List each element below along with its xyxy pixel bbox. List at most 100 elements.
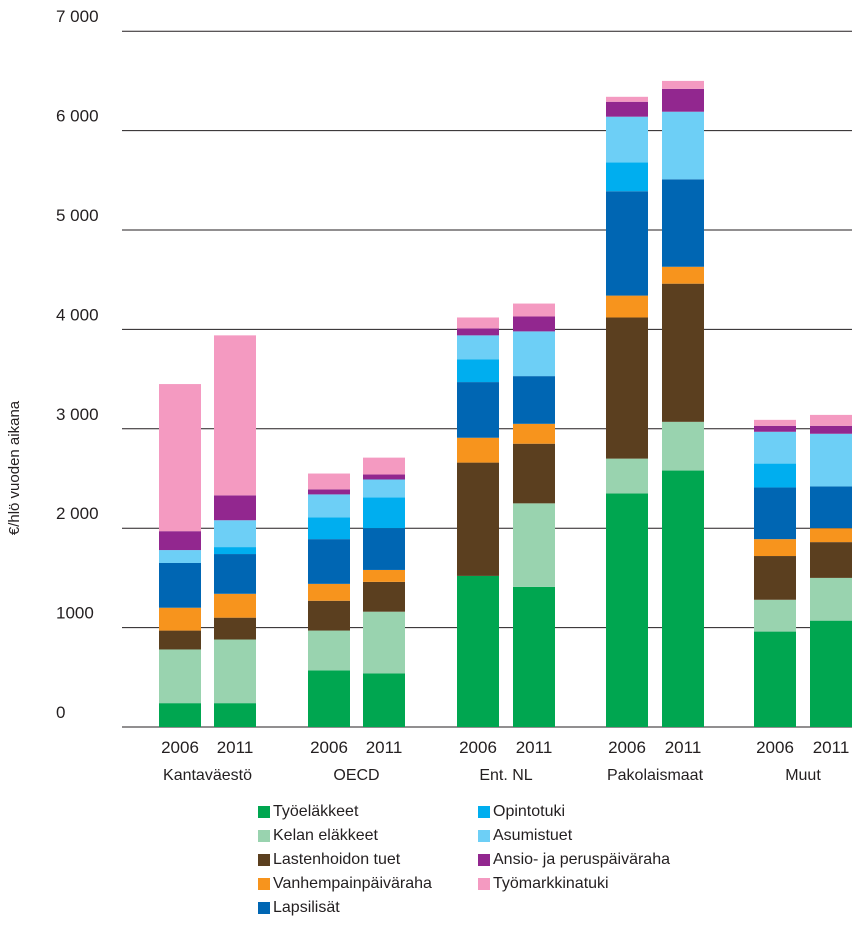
bar-segment-3-bar-8 (662, 283, 704, 422)
legend-swatch (258, 878, 270, 890)
x-year-label: 2011 (366, 738, 403, 757)
y-axis-label: €/hlö vuoden aikana (6, 400, 23, 535)
legend-label: Työeläkkeet (273, 803, 359, 820)
x-year-label: 2006 (459, 738, 497, 757)
x-year-label: 2006 (161, 738, 199, 757)
bar-segment-7-bar-1 (159, 550, 201, 563)
x-year-label: 2011 (516, 738, 553, 757)
bar-segment-4-bar-5 (457, 437, 499, 463)
bar-segment-8-bar-9 (754, 425, 796, 432)
bar-segment-4-bar-7 (606, 295, 648, 318)
legend-label: Vanhempainpäiväraha (273, 875, 432, 892)
x-year-label: 2011 (217, 738, 254, 757)
bar-segment-7-bar-10 (810, 433, 852, 487)
bar-segment-6-bar-9 (754, 463, 796, 488)
bar-segment-9-bar-9 (754, 419, 796, 426)
bar-segment-8-bar-3 (308, 489, 350, 495)
x-group-label: Muut (785, 767, 821, 784)
legend-item: Asumistuet (478, 826, 572, 846)
bar-segment-3-bar-7 (606, 317, 648, 459)
bar-segment-9-bar-1 (159, 384, 201, 532)
bar-segment-7-bar-2 (214, 520, 256, 548)
bar-segment-1-bar-4 (363, 673, 405, 727)
x-year-label: 2006 (608, 738, 646, 757)
bar-segment-1-bar-2 (214, 703, 256, 727)
x-year-label: 2011 (813, 738, 850, 757)
legend-item: Lastenhoidon tuet (258, 850, 400, 870)
x-year-label: 2006 (756, 738, 794, 757)
y-tick-label: 0 (56, 703, 65, 722)
legend-item: Opintotuki (478, 802, 565, 822)
bar-segment-2-bar-4 (363, 611, 405, 674)
legend-item: Kelan eläkkeet (258, 826, 378, 846)
x-group-label: OECD (333, 767, 379, 784)
bar-segment-1-bar-6 (513, 586, 555, 727)
y-tick-label: 3 000 (56, 405, 99, 424)
x-year-label: 2011 (665, 738, 702, 757)
bar-segment-1-bar-7 (606, 493, 648, 727)
legend-label: Lapsilisät (273, 899, 340, 916)
legend-swatch (258, 806, 270, 818)
bar-segment-8-bar-4 (363, 474, 405, 480)
legend-item: Vanhempainpäiväraha (258, 874, 432, 894)
bar-segment-7-bar-9 (754, 431, 796, 464)
legend-item: Työmarkkinatuki (478, 874, 609, 894)
bar-segment-5-bar-8 (662, 179, 704, 267)
bar-segment-4-bar-2 (214, 593, 256, 618)
bar-segment-7-bar-4 (363, 479, 405, 498)
bar-segment-9-bar-6 (513, 303, 555, 317)
bar-segment-3-bar-5 (457, 462, 499, 576)
bar-segment-4-bar-1 (159, 607, 201, 631)
bar-segment-7-bar-5 (457, 335, 499, 360)
bar-segment-7-bar-6 (513, 331, 555, 377)
bar-segment-9-bar-2 (214, 335, 256, 496)
legend-item: Ansio- ja peruspäiväraha (478, 850, 670, 870)
bar-segment-7-bar-8 (662, 111, 704, 180)
x-group-label: Pakolaismaat (607, 767, 704, 784)
bar-segment-4-bar-9 (754, 539, 796, 557)
bar-segment-5-bar-3 (308, 539, 350, 584)
bar-segment-6-bar-3 (308, 517, 350, 540)
legend-swatch (258, 902, 270, 914)
y-tick-label: 6 000 (56, 107, 99, 126)
legend-swatch (478, 854, 490, 866)
legend-label: Ansio- ja peruspäiväraha (493, 851, 670, 868)
bar-segment-2-bar-6 (513, 503, 555, 587)
bar-segment-3-bar-2 (214, 617, 256, 640)
bar-segment-3-bar-6 (513, 443, 555, 504)
y-tick-label: 5 000 (56, 206, 99, 225)
x-year-label: 2006 (310, 738, 348, 757)
legend-label: Asumistuet (493, 827, 573, 844)
bar-segment-1-bar-3 (308, 670, 350, 727)
bar-segment-4-bar-6 (513, 423, 555, 444)
legend-label: Kelan eläkkeet (273, 827, 378, 844)
bars (159, 80, 852, 727)
bar-segment-9-bar-5 (457, 317, 499, 329)
bar-segment-1-bar-1 (159, 703, 201, 727)
bar-segment-6-bar-2 (214, 547, 256, 555)
bar-segment-4-bar-4 (363, 569, 405, 582)
bar-segment-9-bar-4 (363, 457, 405, 475)
bar-segment-9-bar-7 (606, 96, 648, 102)
bar-segment-4-bar-3 (308, 583, 350, 601)
bar-segment-9-bar-8 (662, 80, 704, 89)
bar-segment-9-bar-10 (810, 414, 852, 426)
y-tick-label: 4 000 (56, 305, 99, 324)
bar-segment-8-bar-1 (159, 531, 201, 551)
bar-segment-2-bar-8 (662, 421, 704, 471)
bar-segment-5-bar-10 (810, 486, 852, 529)
bar-segment-2-bar-3 (308, 630, 350, 671)
legend-item: Työeläkkeet (258, 802, 358, 822)
bar-segment-8-bar-5 (457, 328, 499, 336)
bar-segment-6-bar-5 (457, 359, 499, 383)
legend-label: Opintotuki (493, 803, 566, 820)
bar-segment-3-bar-9 (754, 556, 796, 600)
bar-segment-1-bar-5 (457, 575, 499, 727)
bar-segment-3-bar-3 (308, 600, 350, 631)
bar-segment-5-bar-5 (457, 382, 499, 438)
y-tick-label: 1000 (56, 604, 94, 623)
legend-swatch (478, 878, 490, 890)
bar-segment-5-bar-7 (606, 191, 648, 296)
bar-segment-8-bar-6 (513, 316, 555, 332)
stacked-bar-chart: 0 1000 2 000 3 000 4 000 5 000 6 000 7 000 2006 2… (6, 7, 852, 784)
